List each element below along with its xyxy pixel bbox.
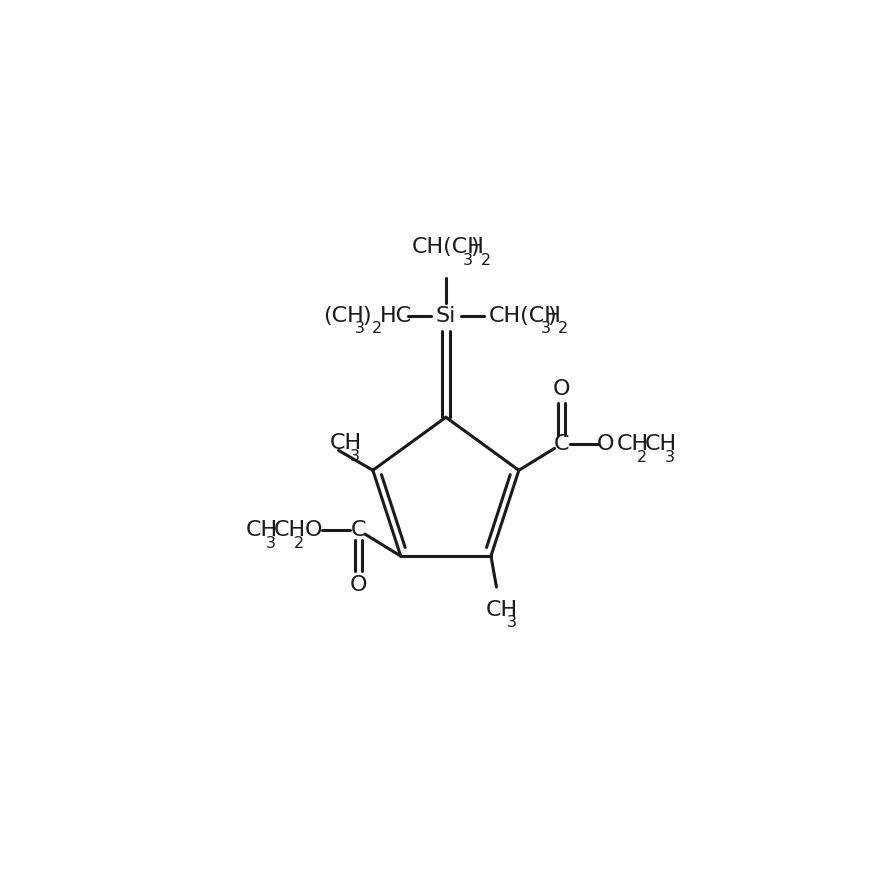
Text: 3: 3 [506, 615, 517, 630]
Text: CH: CH [617, 434, 649, 454]
Text: 3: 3 [463, 253, 473, 268]
Text: CH: CH [273, 520, 305, 540]
Text: HC: HC [379, 306, 411, 326]
Text: 2: 2 [637, 449, 648, 465]
Text: CH: CH [486, 600, 518, 619]
Text: CH: CH [246, 520, 278, 540]
Text: C: C [554, 434, 569, 454]
Text: 3: 3 [540, 321, 550, 336]
Text: ): ) [470, 238, 479, 257]
Text: ): ) [547, 306, 556, 326]
Text: O: O [553, 379, 570, 400]
Text: CH: CH [329, 433, 362, 453]
Text: O: O [305, 520, 322, 540]
Text: 2: 2 [481, 253, 490, 268]
Text: O: O [350, 575, 367, 595]
Text: CH: CH [644, 434, 677, 454]
Text: 2: 2 [294, 536, 304, 551]
Text: 3: 3 [350, 449, 360, 464]
Text: 3: 3 [266, 536, 276, 551]
Text: ): ) [361, 306, 370, 326]
Text: 2: 2 [558, 321, 568, 336]
Text: (CH: (CH [324, 306, 364, 326]
Text: Si: Si [436, 306, 456, 326]
Text: O: O [597, 434, 615, 454]
Text: CH(CH: CH(CH [411, 238, 484, 257]
Text: C: C [351, 520, 366, 540]
Text: 3: 3 [354, 321, 364, 336]
Text: 3: 3 [666, 449, 676, 465]
Text: 2: 2 [372, 321, 382, 336]
Text: CH(CH: CH(CH [489, 306, 562, 326]
